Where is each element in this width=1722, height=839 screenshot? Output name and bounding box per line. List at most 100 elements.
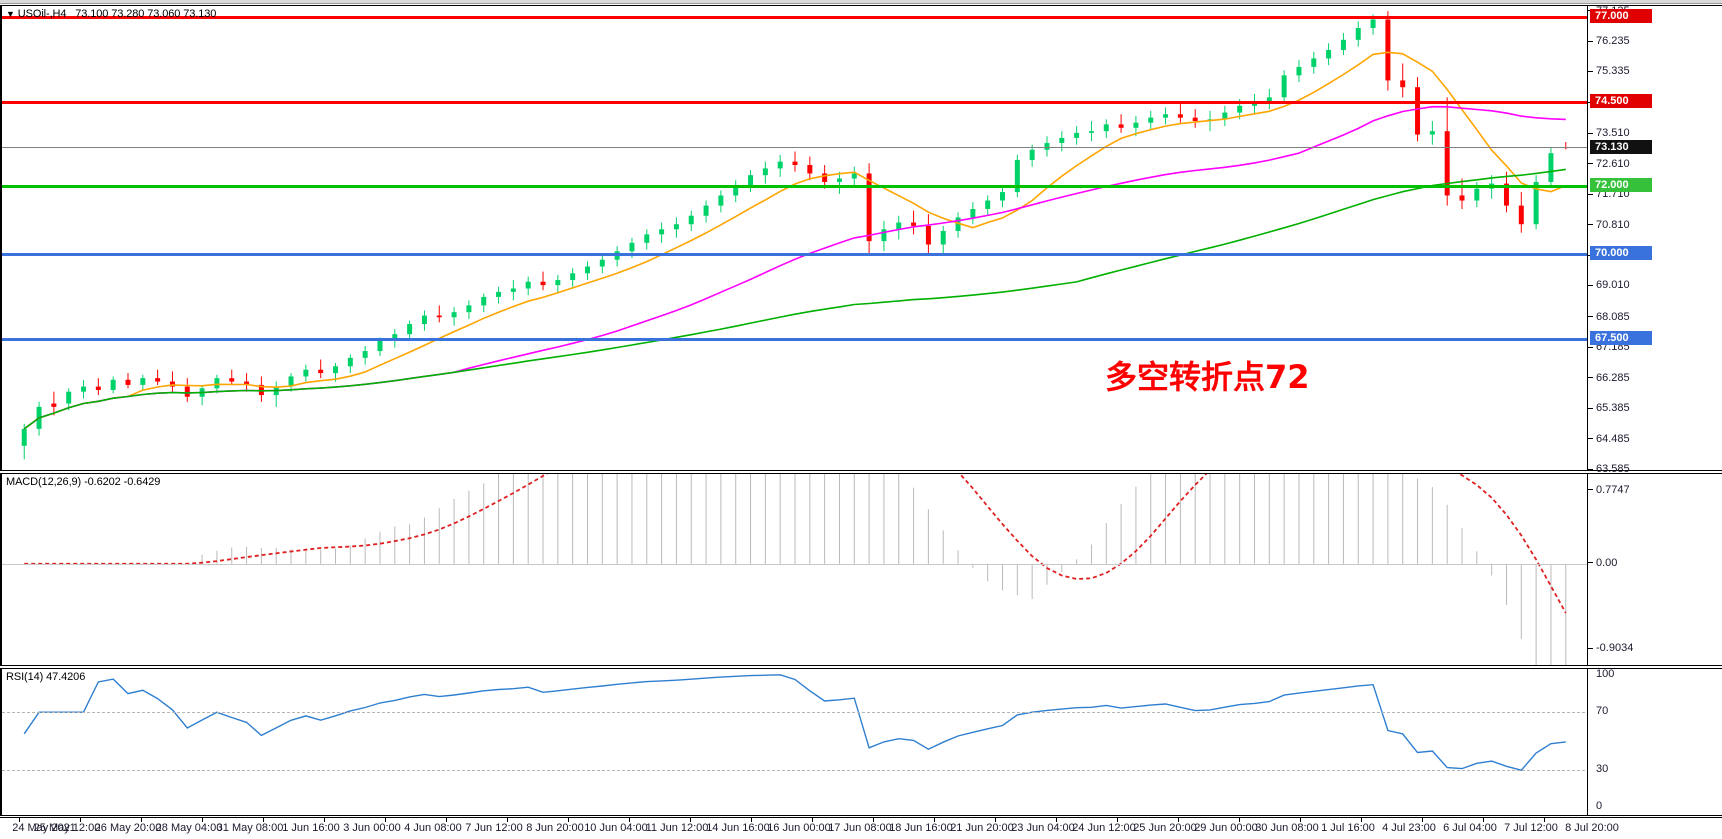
time-axis-tick [568,818,569,822]
candle [985,195,991,216]
level-badge-resistance-74-5[interactable]: 74.500 [1590,93,1652,108]
macd-histogram-bar [438,508,440,564]
candle [1059,131,1065,152]
macd-scale[interactable]: 0.7747 0.00 -0.9034 [1588,473,1722,666]
time-axis-tick [751,818,752,822]
macd-tick: 0.7747 [1588,484,1722,497]
macd-histogram-bar [853,474,855,564]
candle [1429,121,1435,145]
candle [199,384,205,406]
time-axis-tick [1117,818,1118,822]
candle [318,359,324,379]
macd-histogram-bar [1417,478,1419,564]
candle [733,180,739,203]
level-line-last-price[interactable] [2,147,1587,149]
rsi-label: RSI(14) 47.4206 [6,671,86,683]
time-axis-tick [873,818,874,822]
macd-histogram-bar [423,517,425,564]
time-axis-label: 18 Jun 16:00 [889,822,953,834]
macd-histogram-bar [1283,474,1285,564]
candle [940,225,946,253]
candle [1326,43,1332,66]
price-tick: 63.585 [1588,463,1722,476]
time-axis-tick [934,818,935,822]
macd-histogram-bar [646,474,648,564]
level-badge-resistance-77[interactable]: 77.000 [1590,9,1652,24]
rsi-tick: 100 [1596,668,1615,681]
candle [140,374,146,390]
macd-histogram-bar [942,530,944,564]
level-line-support-70[interactable] [2,252,1587,256]
price-pane[interactable]: ▼ USOil-,H4 73.100 73.280 73.060 73.130 [0,5,1588,471]
macd-histogram-bar [364,538,366,564]
macd-histogram-bar [1505,563,1507,605]
rsi-scale[interactable]: 100 70 30 0 [1588,668,1722,816]
macd-histogram-bar [675,474,677,564]
time-axis[interactable]: 24 May 2021 25 May 12:00 26 May 20:00 28 Ma… [0,817,1722,839]
macd-histogram-bar [1105,522,1107,564]
time-axis-label: 10 Jun 04:00 [584,822,648,834]
time-axis-tick [1178,818,1179,822]
candle [748,170,754,193]
level-badge-last-price[interactable]: 73.130 [1590,140,1652,155]
rsi-level-line [2,769,1587,771]
macd-histogram-bar [1090,544,1092,564]
price-tick: 73.510 [1588,127,1722,140]
rsi-pane[interactable]: RSI(14) 47.4206 [0,668,1588,816]
candle [229,369,235,385]
rsi-level-line [2,712,1587,714]
level-badge-support-67-5[interactable]: 67.500 [1590,330,1652,345]
time-axis-tick [385,818,386,822]
level-line-resistance-74-5[interactable] [2,100,1587,104]
candle [1563,142,1569,150]
time-axis-label: 3 Jun 00:00 [343,822,401,834]
macd-histogram-bar [1150,474,1152,564]
macd-histogram-bar [586,474,588,564]
symbol-title: USOil-,H4 [17,8,67,20]
level-badge-support-70[interactable]: 70.000 [1590,245,1652,260]
candle [1088,121,1094,142]
candle [570,268,576,287]
time-axis-tick [1361,818,1362,822]
time-axis-tick [1483,818,1484,822]
macd-histogram-bar [1076,559,1078,564]
macd-histogram-bar [305,548,307,564]
candle [1548,148,1554,187]
candle [688,210,694,231]
candle [496,286,502,304]
time-axis-tick [202,818,203,822]
price-tick: 64.485 [1588,433,1722,446]
price-scale[interactable]: 77.13576.23575.33574.41073.51072.61071.7… [1588,5,1722,475]
macd-histogram-bar [1298,474,1300,564]
time-axis-label: 14 Jun 16:00 [706,822,770,834]
price-tick: 75.335 [1588,65,1722,78]
macd-histogram-bar [1476,551,1478,564]
candle [1163,107,1169,125]
price-tick: 70.810 [1588,219,1722,232]
rsi-tick: 30 [1596,762,1609,775]
time-axis-tick [812,818,813,822]
level-line-pivot-72[interactable] [2,185,1587,189]
candle [466,300,472,319]
time-axis-label: 7 Jul 12:00 [1504,822,1558,834]
candle [911,210,917,235]
time-axis-tick [141,818,142,822]
candle [970,202,976,225]
price-tick: 68.085 [1588,311,1722,324]
level-line-support-67-5[interactable] [2,337,1587,341]
macd-histogram-bar [1209,474,1211,564]
time-axis-label: 6 Jul 04:00 [1443,822,1497,834]
level-line-resistance-77[interactable] [2,16,1587,20]
level-badge-pivot-72[interactable]: 72.000 [1590,178,1652,193]
candle [896,215,902,240]
macd-pane[interactable]: MACD(12,26,9) -0.6202 -0.6429 [0,473,1588,666]
collapse-triangle-icon[interactable]: ▼ [6,9,15,19]
macd-histogram-bar [1461,527,1463,564]
time-axis-tick [1056,818,1057,822]
candle [66,388,72,411]
macd-histogram-bar [394,526,396,564]
symbol-ohlc: 73.100 73.280 73.060 73.130 [75,8,217,20]
candle [481,293,487,313]
time-axis-tick [19,818,20,822]
macd-histogram-bar [1268,474,1270,564]
